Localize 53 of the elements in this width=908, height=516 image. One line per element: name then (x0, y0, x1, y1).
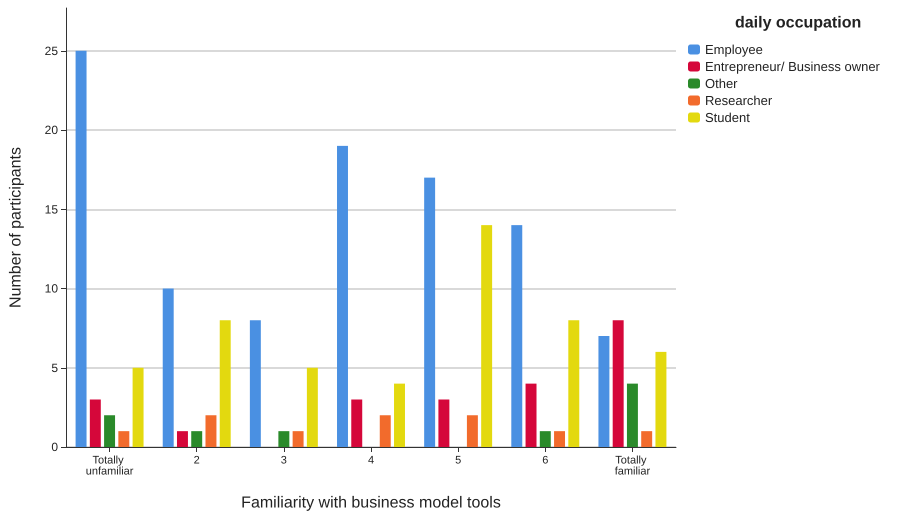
bar (205, 415, 216, 447)
x-tick-label: Totally unfamiliar (86, 454, 134, 478)
x-tick-label: 6 (542, 454, 548, 466)
x-tick-label: Totally familiar (614, 454, 650, 478)
legend-label: Researcher (705, 93, 773, 108)
bar (337, 146, 348, 447)
bar (191, 431, 202, 447)
bar (641, 431, 652, 447)
bar (394, 384, 405, 447)
x-tick-label: 4 (368, 454, 374, 466)
bar (90, 399, 101, 447)
bar (306, 368, 318, 447)
bar (176, 431, 188, 447)
bar (438, 399, 450, 447)
legend-label: Employee (705, 42, 763, 57)
y-tick-label: 0 (51, 440, 58, 454)
bar (626, 384, 638, 447)
y-axis-title: Number of participants (8, 147, 24, 308)
x-tick-label: 5 (455, 454, 462, 466)
bar (466, 415, 478, 447)
bar (250, 320, 261, 447)
y-tick-label: 15 (44, 202, 58, 216)
legend-title: daily occupation (735, 14, 862, 32)
y-tick-label: 10 (44, 282, 58, 296)
bar (220, 320, 231, 447)
x-tick-label: 3 (280, 454, 287, 466)
y-tick-label: 20 (44, 123, 58, 138)
legend-label: Other (705, 76, 738, 91)
bar (526, 384, 537, 447)
bar (118, 431, 130, 447)
bar (162, 288, 174, 447)
y-tick-label: 5 (51, 360, 58, 375)
bar (540, 431, 551, 447)
bar (655, 352, 666, 447)
y-tick-label: 25 (44, 44, 58, 58)
bar (132, 368, 144, 447)
x-axis-title: Familiarity with business model tools (241, 494, 501, 512)
bar (598, 336, 610, 447)
x-tick-label: 2 (194, 454, 200, 466)
legend-label: Student (705, 110, 750, 125)
bar (568, 320, 580, 447)
bar (424, 178, 436, 447)
bar (511, 225, 522, 447)
legend-label: Entrepreneur/ Business owner (705, 59, 881, 74)
bar (292, 431, 304, 447)
bar (612, 320, 624, 447)
bar (380, 415, 391, 447)
bar (481, 225, 492, 447)
bar (351, 399, 362, 447)
bar (278, 431, 290, 447)
bar (104, 415, 116, 447)
bar (76, 50, 87, 447)
bar (554, 431, 566, 447)
